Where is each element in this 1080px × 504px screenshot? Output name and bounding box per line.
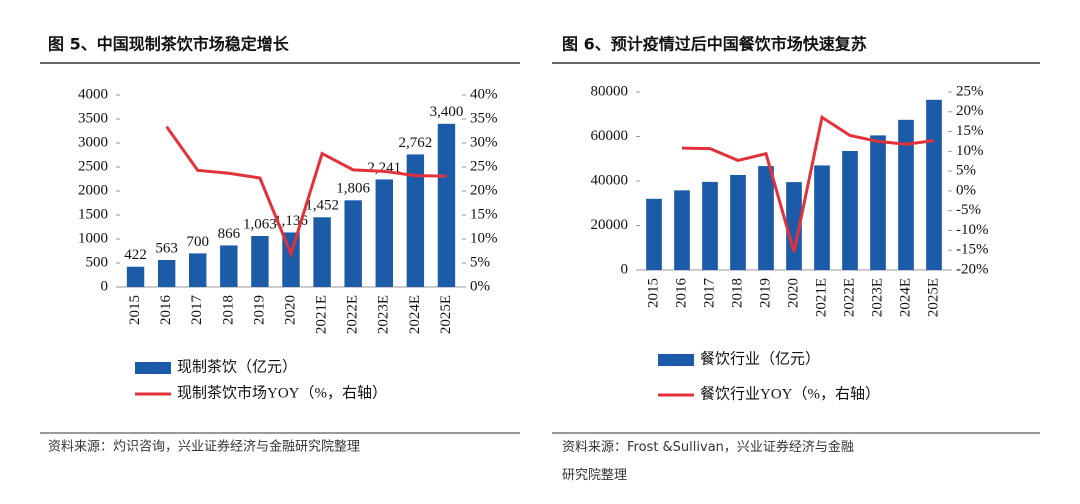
- bar: [344, 200, 362, 287]
- data-label: 866: [218, 226, 241, 242]
- bar: [437, 123, 456, 287]
- x-tick-label: 2023E: [376, 295, 392, 334]
- bar: [814, 165, 830, 270]
- x-tick-label: 2018: [220, 295, 236, 325]
- bar: [646, 198, 662, 270]
- bar: [220, 245, 238, 287]
- bar: [157, 259, 176, 287]
- legend-label: 餐饮行业（亿元）: [700, 350, 820, 367]
- y-tick-label: 500: [86, 254, 109, 270]
- x-tick-label: 2022E: [841, 278, 857, 317]
- data-label: 700: [186, 234, 209, 250]
- bar: [674, 190, 690, 270]
- legend-label: 现制茶饮（亿元）: [177, 358, 297, 375]
- data-label: 1,063: [243, 216, 277, 232]
- x-tick-label: 2020: [785, 278, 801, 308]
- y-tick-label: 3000: [78, 134, 108, 150]
- legend-label: 现制茶饮市场YOY（%，右轴）: [177, 384, 387, 401]
- x-tick-label: 2019: [251, 295, 267, 325]
- bar: [870, 135, 886, 270]
- bar: [702, 181, 718, 270]
- x-tick-label: 2016: [158, 295, 174, 326]
- y-tick-label: 20000: [591, 217, 629, 233]
- y-tick-label: 4000: [78, 86, 108, 102]
- data-label: 2,762: [398, 135, 432, 151]
- data-label: 1,452: [305, 198, 339, 214]
- y2-tick-label: 5%: [956, 163, 976, 179]
- y2-tick-label: -20%: [956, 261, 989, 277]
- data-label: 3,400: [430, 104, 464, 120]
- bar: [126, 266, 145, 287]
- x-tick-label: 2022E: [345, 295, 361, 334]
- x-tick-label: 2024E: [897, 278, 913, 317]
- bar: [375, 179, 393, 287]
- x-tick-label: 2017: [189, 295, 205, 326]
- source: 资料来源：Frost &Sullivan，兴业证券经济与金融研究院整理: [562, 439, 854, 483]
- y2-tick-label: 0%: [956, 182, 976, 198]
- x-tick-label: 2018: [729, 278, 745, 308]
- y2-tick-label: 25%: [956, 83, 984, 99]
- y2-tick-label: -5%: [956, 202, 981, 218]
- y-tick-label: 2500: [78, 158, 108, 174]
- x-tick-label: 2025E: [438, 295, 454, 334]
- y2-tick-label: 40%: [470, 86, 498, 102]
- bar: [842, 150, 858, 270]
- y-tick-label: 0: [621, 261, 629, 277]
- x-tick-label: 2015: [127, 295, 143, 325]
- y-tick-label: 40000: [591, 172, 629, 188]
- x-tick-label: 2019: [757, 278, 773, 308]
- y2-tick-label: 20%: [470, 182, 498, 198]
- x-tick-label: 2015: [645, 278, 661, 308]
- y-tick-label: 80000: [591, 83, 629, 99]
- line: [681, 114, 935, 253]
- bar: [251, 235, 269, 287]
- y2-tick-label: 5%: [470, 254, 490, 270]
- chart-title: 图 6、预计疫情过后中国餐饮市场快速复苏: [562, 35, 867, 54]
- x-tick-label: 2020: [282, 295, 298, 325]
- y-tick-label: 0: [101, 278, 109, 294]
- y-tick-label: 1500: [78, 206, 108, 222]
- y2-tick-label: 15%: [470, 206, 498, 222]
- bar: [898, 119, 914, 270]
- y2-tick-label: 0%: [470, 278, 490, 294]
- x-tick-label: 2023E: [869, 278, 885, 317]
- x-tick-label: 2017: [701, 278, 717, 309]
- legend-swatch: [658, 354, 694, 366]
- data-label: 1,806: [336, 181, 370, 197]
- bar: [313, 217, 331, 287]
- x-tick-label: 2021E: [813, 278, 829, 317]
- y2-tick-label: -10%: [956, 222, 989, 238]
- bar: [730, 174, 746, 270]
- x-tick-label: 2024E: [407, 295, 423, 334]
- y2-tick-label: -15%: [956, 242, 989, 258]
- bar: [786, 182, 802, 270]
- y-tick-label: 1000: [78, 230, 108, 246]
- y2-tick-label: 20%: [956, 103, 984, 119]
- bar: [926, 99, 942, 270]
- chart-title: 图 5、中国现制茶饮市场稳定增长: [48, 35, 290, 54]
- x-tick-label: 2021E: [314, 295, 330, 334]
- x-tick-label: 2016: [673, 278, 689, 309]
- source: 资料来源：灼识咨询，兴业证券经济与金融研究院整理: [48, 439, 360, 455]
- bar: [189, 253, 207, 287]
- legend-swatch: [135, 362, 171, 374]
- data-label: 422: [124, 247, 147, 263]
- y2-tick-label: 15%: [956, 123, 984, 139]
- legend-label: 餐饮行业YOY（%，右轴）: [700, 385, 880, 402]
- bar: [406, 154, 425, 287]
- y-tick-label: 3500: [78, 110, 108, 126]
- y2-tick-label: 30%: [470, 134, 498, 150]
- y2-tick-label: 25%: [470, 158, 498, 174]
- y2-tick-label: 35%: [470, 110, 498, 126]
- bar: [758, 166, 774, 270]
- x-tick-label: 2025E: [925, 278, 941, 317]
- line: [165, 125, 447, 259]
- y2-tick-label: 10%: [956, 143, 984, 159]
- y-tick-label: 2000: [78, 182, 108, 198]
- y-tick-label: 60000: [591, 128, 629, 144]
- data-label: 563: [155, 240, 178, 256]
- y2-tick-label: 10%: [470, 230, 498, 246]
